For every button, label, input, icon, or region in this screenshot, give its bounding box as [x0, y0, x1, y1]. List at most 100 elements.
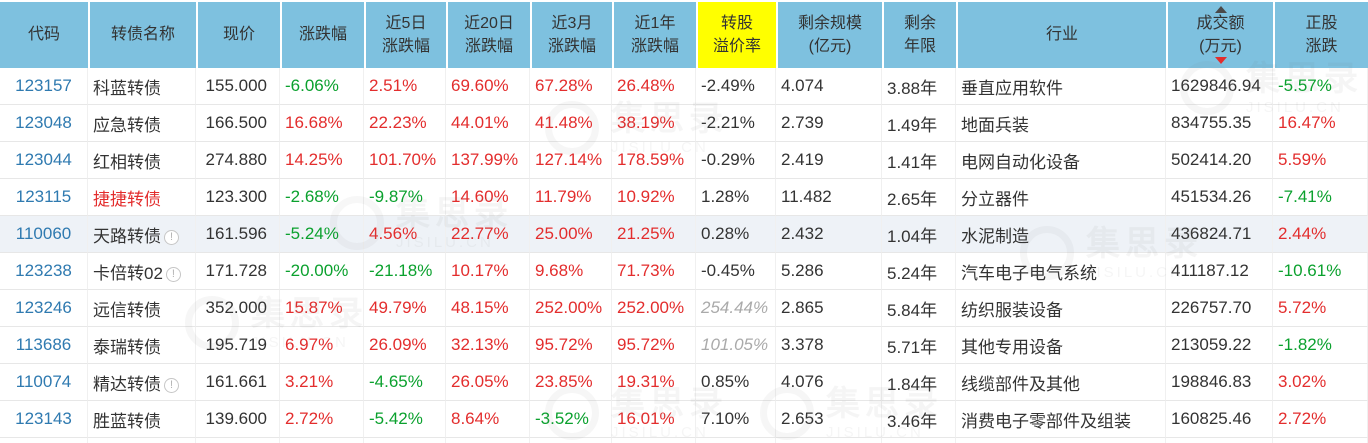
column-header-label: 近5日 — [385, 14, 427, 32]
cell-premium: -2.21% — [696, 105, 776, 142]
bond-name-link[interactable]: 泰瑞转债 — [93, 337, 161, 357]
bond-name-link[interactable]: 远信转债 — [93, 300, 161, 320]
column-header-label: 转债名称 — [110, 26, 175, 44]
bond-name-link[interactable]: 科蓝转债 — [93, 78, 161, 98]
bond-name-cell: 远信转债 — [88, 290, 196, 327]
column-header-chg1y[interactable]: 近1年 涨跌幅 — [612, 2, 696, 68]
table-row: 110074 精达转债! 161.661 3.21% -4.65% 26.05% 23.85… — [0, 364, 1368, 401]
info-icon[interactable]: ! — [164, 229, 179, 245]
cell-price: 166.500 — [196, 105, 280, 142]
info-icon[interactable]: ! — [164, 377, 179, 393]
cell-chg5d: 101.70% — [364, 142, 446, 179]
bond-code-link[interactable]: 123143 — [0, 401, 88, 438]
cell-years: 5.71年 — [882, 327, 956, 364]
column-header-years[interactable]: 剩余 年限 — [882, 2, 956, 68]
cell-chg3m: 25.00% — [530, 216, 612, 253]
cell-industry: 分立器件 — [956, 179, 1166, 216]
partial-cell — [530, 438, 612, 443]
cell-turnover: 411187.12 — [1166, 253, 1273, 290]
bond-code-link[interactable]: 123048 — [0, 105, 88, 142]
bond-name-link[interactable]: 捷捷转债 — [93, 189, 161, 209]
bond-code-link[interactable]: 113686 — [0, 327, 88, 364]
sort-ascending-icon[interactable] — [1214, 6, 1227, 13]
column-header-turnover[interactable]: 成交额 (万元) — [1166, 2, 1273, 68]
partial-cell — [280, 438, 364, 443]
table-row: 123246 远信转债 352.000 15.87% 49.79% 48.15% 252.0… — [0, 290, 1368, 327]
column-header-chg[interactable]: 涨跌幅 — [280, 2, 364, 68]
partial-cell — [1166, 438, 1273, 443]
cell-chg5d: 2.51% — [364, 68, 446, 105]
cell-chg5d: -5.42% — [364, 401, 446, 438]
column-header-chg3m[interactable]: 近3月 涨跌幅 — [530, 2, 612, 68]
column-header-stock_chg[interactable]: 正股 涨跌 — [1273, 2, 1368, 68]
bond-code-link[interactable]: 123246 — [0, 290, 88, 327]
cell-turnover: 502414.20 — [1166, 142, 1273, 179]
column-header-label: 转股 — [720, 14, 753, 32]
cell-years: 1.49年 — [882, 105, 956, 142]
bond-name-link[interactable]: 卡倍转02 — [93, 263, 163, 283]
bond-name-cell: 卡倍转02! — [88, 253, 196, 290]
column-header-size[interactable]: 剩余规模 (亿元) — [776, 2, 882, 68]
cell-chg1y: 26.48% — [612, 68, 696, 105]
cell-chg20d: 8.64% — [446, 401, 530, 438]
column-header-label: 涨跌 — [1305, 38, 1338, 55]
cell-chg1y: 19.31% — [612, 364, 696, 401]
cell-chg1y: 21.25% — [612, 216, 696, 253]
cell-turnover: 1629846.94 — [1166, 68, 1273, 105]
cell-price: 352.000 — [196, 290, 280, 327]
cell-chg20d: 48.15% — [446, 290, 530, 327]
table-row: 123238 卡倍转02! 171.728 -20.00% -21.18% 10.17% 9… — [0, 253, 1368, 290]
bond-name-link[interactable]: 红相转债 — [93, 152, 161, 172]
bond-name-link[interactable]: 胜蓝转债 — [93, 411, 161, 431]
bond-code-link[interactable]: 123044 — [0, 142, 88, 179]
cell-chg: 6.97% — [280, 327, 364, 364]
column-header-chg20d[interactable]: 近20日 涨跌幅 — [446, 2, 530, 68]
column-header-label: 行业 — [1045, 26, 1078, 44]
info-icon[interactable]: ! — [165, 266, 181, 282]
bond-code-link[interactable]: 110074 — [0, 364, 88, 401]
cell-chg5d: -4.65% — [364, 364, 446, 401]
bond-name-link[interactable]: 精达转债 — [93, 374, 161, 394]
partial-cell — [956, 438, 1166, 443]
column-header-price[interactable]: 现价 — [196, 2, 280, 68]
table-body: 123157 科蓝转债 155.000 -6.06% 2.51% 69.60% 67.28%… — [0, 68, 1368, 443]
cell-turnover: 198846.83 — [1166, 364, 1273, 401]
column-header-label: 涨跌幅 — [381, 38, 430, 55]
partial-cell — [0, 438, 88, 443]
bond-name-link[interactable]: 天路转债 — [93, 226, 161, 246]
cell-industry: 电网自动化设备 — [956, 142, 1166, 179]
bond-code-link[interactable]: 123238 — [0, 253, 88, 290]
bond-code-link[interactable]: 123157 — [0, 68, 88, 105]
column-header-code[interactable]: 代码 — [0, 2, 88, 68]
column-header-chg5d[interactable]: 近5日涨跌幅 — [364, 2, 446, 68]
cell-chg5d: -21.18% — [364, 253, 446, 290]
cell-chg5d: 4.56% — [364, 216, 446, 253]
column-header-label: 近3月 — [551, 14, 593, 32]
cell-years: 1.41年 — [882, 142, 956, 179]
cell-turnover: 160825.46 — [1166, 401, 1273, 438]
cell-chg20d: 32.13% — [446, 327, 530, 364]
column-header-premium[interactable]: 转股 溢价率 — [696, 2, 776, 68]
cell-chg: -5.24% — [280, 216, 364, 253]
cell-stock_chg: 5.59% — [1273, 142, 1368, 179]
column-header-label: 代码 — [27, 26, 60, 44]
bond-code-link[interactable]: 123115 — [0, 179, 88, 216]
column-header-name[interactable]: 转债名称 — [88, 2, 196, 68]
cell-industry: 垂直应用软件 — [956, 68, 1166, 105]
cell-stock_chg: 3.02% — [1273, 364, 1368, 401]
cell-chg20d: 44.01% — [446, 105, 530, 142]
bond-code-link[interactable]: 110060 — [0, 216, 88, 253]
cell-chg3m: 9.68% — [530, 253, 612, 290]
cell-turnover: 213059.22 — [1166, 327, 1273, 364]
sort-descending-icon[interactable] — [1214, 57, 1227, 64]
table-row: 110060 天路转债! 161.596 -5.24% 4.56% 22.77% 25.00… — [0, 216, 1368, 253]
cell-chg1y: 71.73% — [612, 253, 696, 290]
cell-chg1y: 95.72% — [612, 327, 696, 364]
cell-size: 2.653 — [776, 401, 882, 438]
column-header-label: 涨跌幅 — [298, 26, 347, 44]
cell-chg3m: 95.72% — [530, 327, 612, 364]
column-header-industry[interactable]: 行业 — [956, 2, 1166, 68]
bond-name-link[interactable]: 应急转债 — [93, 115, 161, 135]
